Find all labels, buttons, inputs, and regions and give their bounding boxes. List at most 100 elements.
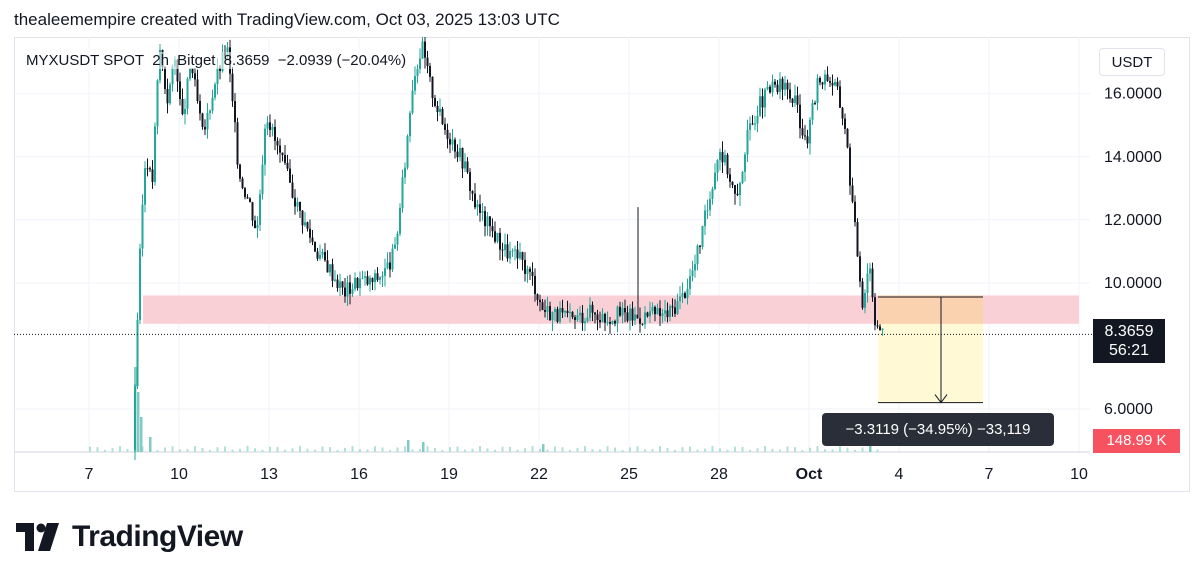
candle-down (619, 306, 621, 316)
candle-down (199, 100, 201, 114)
candle-down (729, 174, 731, 182)
candle-down (191, 68, 194, 74)
candle-up (551, 311, 554, 321)
candle-down (176, 59, 179, 82)
candle-down (549, 306, 551, 321)
volume-bar (111, 447, 114, 452)
candle-down (424, 41, 426, 58)
volume-spike (137, 392, 140, 452)
candle-down (531, 271, 534, 276)
volume-bar (344, 447, 346, 452)
tradingview-wordmark: TradingView (72, 520, 243, 553)
candle-down (846, 128, 849, 148)
candle-down (591, 304, 594, 313)
volume-spike (140, 417, 143, 452)
candle-up (584, 321, 586, 324)
volume-bar (554, 446, 556, 452)
volume-bar (261, 449, 264, 452)
candle-up (701, 226, 704, 247)
candle-down (326, 260, 329, 273)
volume-bar (561, 447, 564, 452)
candle-up (266, 122, 269, 129)
tradingview-logo-icon (16, 523, 59, 551)
y-tick-label: 10.0000 (1104, 275, 1162, 292)
candle-down (796, 95, 799, 105)
candle-down (306, 222, 309, 229)
candle-up (616, 306, 619, 324)
volume-bar (239, 448, 241, 452)
candle-up (154, 126, 156, 182)
tradingview-logo[interactable]: TradingView (16, 518, 243, 556)
candle-up (511, 250, 514, 252)
price-chart[interactable]: 6.0000 10.0000 12.0000 14.0000 16.0000 7 10 13… (14, 37, 1190, 492)
candle-up (399, 207, 401, 234)
volume-bar (411, 449, 414, 452)
x-tick-label: 4 (895, 466, 904, 483)
candle-down (499, 232, 501, 250)
candle-down (581, 312, 584, 324)
volume-bar (719, 448, 721, 452)
candle-down (441, 108, 444, 125)
candles-layer (134, 37, 884, 461)
candle-up (214, 84, 216, 98)
candle-up (339, 281, 341, 288)
candle-down (776, 84, 779, 93)
candle-up (486, 216, 489, 227)
measure-arrow-head (934, 394, 948, 404)
candle-down (166, 88, 169, 104)
zones-layer (143, 295, 1079, 403)
volume-bar (704, 448, 706, 452)
candle-down (204, 126, 206, 130)
candle-down (311, 237, 314, 242)
candle-up (419, 58, 421, 69)
candle-down (479, 204, 481, 213)
candle-down (626, 312, 629, 321)
candle-down (734, 185, 736, 194)
candle-down (839, 86, 841, 108)
candle-down (201, 113, 204, 127)
x-tick-label: 13 (260, 466, 278, 483)
candle-down (596, 314, 599, 321)
candle-up (686, 288, 689, 299)
volume-bar (186, 449, 189, 452)
candle-up (476, 204, 479, 208)
candle-down (781, 78, 784, 90)
candle-down (431, 76, 434, 99)
candle-down (731, 181, 734, 186)
candle-down (284, 155, 286, 163)
candle-down (456, 151, 459, 158)
candle-up (744, 154, 746, 172)
candle-up (186, 78, 189, 109)
candle-down (829, 81, 831, 83)
volume-bar (591, 449, 594, 452)
candle-up (711, 188, 714, 200)
candle-down (241, 178, 244, 189)
candle-up (404, 167, 406, 178)
candle-down (449, 138, 451, 145)
symbol-legend[interactable]: MYXUSDT SPOT 2h Bitget 8.3659 −2.0939 (−… (26, 52, 411, 69)
candle-up (171, 66, 174, 85)
candle-up (834, 81, 836, 86)
volume-bar (171, 446, 174, 452)
volume-bar (584, 446, 586, 452)
volume-bar (321, 446, 324, 452)
volume-bar (426, 446, 429, 452)
candle-down (699, 245, 701, 247)
volume-bar (831, 449, 834, 452)
candle-up (409, 112, 411, 137)
volume-bar (644, 449, 646, 452)
candle-up (809, 119, 811, 144)
measure-readout: −3.3119 (−34.95%) −33,119 (822, 413, 1054, 446)
candle-up (514, 249, 516, 251)
x-tick-label: 10 (1070, 466, 1088, 483)
chart-frame[interactable] (14, 37, 1190, 492)
price-unit-label[interactable]: USDT (1099, 48, 1165, 76)
volume-bar (419, 449, 421, 452)
candle-up (136, 319, 139, 387)
candle-up (771, 81, 774, 93)
candle-up (749, 123, 751, 130)
candle-up (391, 248, 394, 270)
volume-bar (614, 447, 616, 452)
volume-bar (381, 447, 384, 452)
volume-bar (194, 446, 196, 452)
